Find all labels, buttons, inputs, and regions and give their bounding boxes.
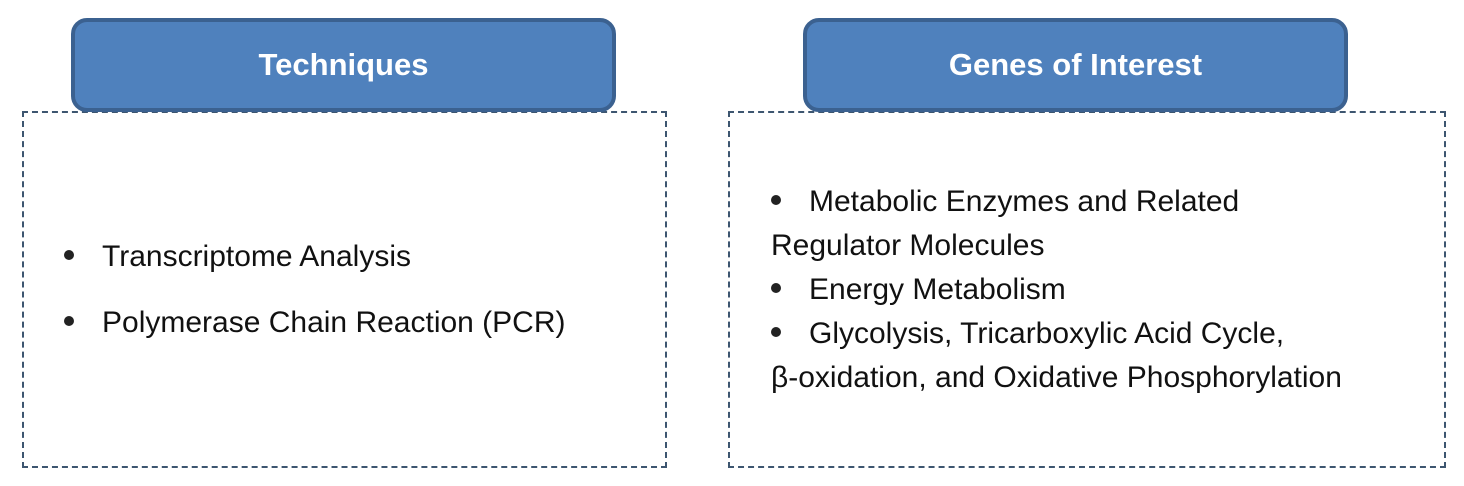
genes-panel [728,111,1446,468]
technique-item: Polymerase Chain Reaction (PCR) [64,301,566,345]
techniques-title: Techniques [258,47,429,82]
bullet-icon [64,250,74,261]
gene-item: Glycolysis, Tricarboxylic Acid Cycle, β-… [771,317,1342,394]
techniques-panel [22,111,667,468]
genes-header: Genes of Interest [803,18,1348,112]
bullet-icon [771,327,781,338]
technique-item: Transcriptome Analysis [64,235,411,279]
bullet-icon [64,316,74,327]
bullet-icon [771,283,781,294]
bullet-icon [771,195,781,206]
genes-title: Genes of Interest [948,47,1203,82]
techniques-header: Techniques [71,18,616,112]
gene-item: Metabolic Enzymes and Related Regulator … [771,185,1240,262]
gene-item: Energy Metabolism [771,268,1066,312]
